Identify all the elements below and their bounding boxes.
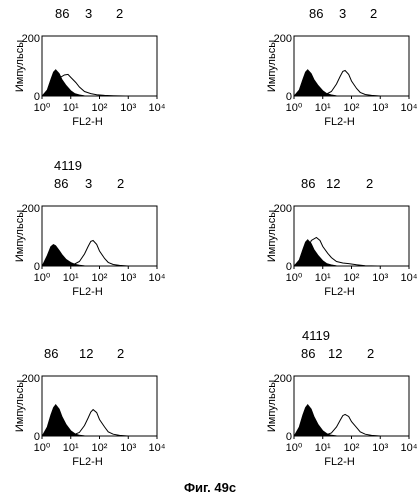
x-tick-label: 10⁴ — [401, 272, 418, 284]
x-tick-label: 10² — [92, 442, 108, 454]
header-value-1: 86 — [301, 176, 316, 191]
x-tick-label: 10⁴ — [149, 442, 166, 454]
histogram-outline-series — [70, 239, 129, 267]
x-tick-label: 10³ — [372, 442, 388, 454]
y-axis-label: Импульсы — [266, 210, 278, 262]
figure-caption: Фиг. 49c — [183, 480, 237, 495]
histogram-panel-4: 86 12 2 0 200 10⁰ 10¹ 10² 10³ 10⁴ Импульсы FL2-H — [264, 176, 418, 298]
x-tick-label: 10² — [92, 272, 108, 284]
x-tick-label: 10² — [344, 442, 360, 454]
y-tick-label: 0 — [34, 431, 40, 443]
y-tick-label: 200 — [274, 373, 292, 385]
x-axis-label: FL2-H — [72, 286, 103, 298]
y-axis-label: Импульсы — [266, 380, 278, 432]
x-tick-label: 10⁴ — [401, 102, 418, 114]
header-value-3: 2 — [367, 346, 375, 361]
x-tick-label: 10¹ — [315, 442, 331, 454]
header-value-1: 86 — [301, 346, 316, 361]
y-tick-label: 0 — [34, 91, 40, 103]
x-tick-label: 10¹ — [315, 102, 331, 114]
histogram-plot: 0 200 10⁰ 10¹ 10² 10³ 10⁴ Импульсы FL2-H — [14, 33, 166, 128]
x-tick-label: 10⁰ — [34, 442, 51, 454]
y-tick-label: 200 — [274, 203, 292, 215]
header-value-2: 3 — [85, 176, 93, 191]
histogram-outline-series — [293, 236, 378, 267]
y-tick-label: 0 — [286, 261, 292, 273]
histogram-panel-2: 86 3 2 0 200 10⁰ 10¹ 10² 10³ 10⁴ Импульсы FL2-H — [264, 6, 418, 128]
histogram-plot: 0 200 10⁰ 10¹ 10² 10³ 10⁴ Импульсы FL2-H — [266, 33, 418, 128]
x-tick-label: 10⁰ — [34, 102, 51, 114]
x-tick-label: 10² — [344, 102, 360, 114]
y-tick-label: 0 — [286, 431, 292, 443]
header-value-2: 12 — [326, 176, 341, 191]
x-tick-label: 10¹ — [63, 272, 79, 284]
x-tick-label: 10⁰ — [286, 442, 303, 454]
header-value-1: 86 — [309, 6, 324, 21]
header-value-3: 2 — [117, 176, 125, 191]
header-value-3: 2 — [116, 6, 124, 21]
x-tick-label: 10⁰ — [286, 272, 303, 284]
x-tick-label: 10² — [92, 102, 108, 114]
histogram-panel-5: 86 12 2 0 200 10⁰ 10¹ 10² 10³ 10⁴ Импульсы FL2-H — [12, 346, 166, 468]
y-axis-label: Импульсы — [14, 40, 26, 92]
histogram-filled-series — [293, 239, 343, 267]
header-value-2: 3 — [85, 6, 93, 21]
histogram-panel-6: 4119 86 12 2 0 200 10⁰ 10¹ 10² 10³ 10⁴ Импульсы… — [264, 328, 418, 468]
x-axis-label: FL2-H — [72, 116, 103, 128]
y-tick-label: 200 — [22, 33, 40, 45]
x-tick-label: 10⁴ — [149, 272, 166, 284]
x-tick-label: 10² — [344, 272, 360, 284]
histogram-panel-3: 4119 86 3 2 0 200 10⁰ 10¹ 10² 10³ 10⁴ Импульсы F… — [12, 158, 166, 298]
y-axis-label: Импульсы — [14, 210, 26, 262]
histogram-filled-series — [293, 69, 343, 97]
x-tick-label: 10³ — [372, 272, 388, 284]
header-value-3: 2 — [370, 6, 378, 21]
header-value-1: 86 — [55, 6, 70, 21]
y-tick-label: 200 — [274, 33, 292, 45]
histogram-plot: 0 200 10⁰ 10¹ 10² 10³ 10⁴ Импульсы FL2-H — [14, 373, 166, 468]
x-tick-label: 10³ — [120, 442, 136, 454]
x-axis-label: FL2-H — [72, 456, 103, 468]
x-axis-label: FL2-H — [324, 456, 355, 468]
x-tick-label: 10³ — [372, 102, 388, 114]
histogram-outline-series — [322, 413, 381, 437]
header-value-2: 3 — [339, 6, 347, 21]
histogram-outline-series — [41, 73, 126, 97]
y-tick-label: 0 — [34, 261, 40, 273]
histogram-panel-1: 86 3 2 0 200 10⁰ 10¹ 10² 10³ 10⁴ Импульсы FL2-H — [12, 6, 166, 128]
x-axis-label: FL2-H — [324, 286, 355, 298]
header-value-1: 86 — [54, 176, 69, 191]
x-tick-label: 10¹ — [63, 442, 79, 454]
histogram-filled-series — [293, 404, 343, 437]
y-tick-label: 0 — [286, 91, 292, 103]
y-tick-label: 200 — [22, 373, 40, 385]
x-tick-label: 10⁴ — [149, 102, 166, 114]
panel-title: 4119 — [54, 158, 82, 173]
y-tick-label: 200 — [22, 203, 40, 215]
x-tick-label: 10³ — [120, 272, 136, 284]
histogram-plot: 0 200 10⁰ 10¹ 10² 10³ 10⁴ Импульсы FL2-H — [266, 373, 418, 468]
x-tick-label: 10⁰ — [34, 272, 51, 284]
header-value-2: 12 — [328, 346, 343, 361]
header-value-2: 12 — [79, 346, 94, 361]
header-value-3: 2 — [366, 176, 374, 191]
header-value-1: 86 — [44, 346, 59, 361]
x-tick-label: 10¹ — [315, 272, 331, 284]
histogram-outline-series — [322, 69, 381, 97]
x-tick-label: 10³ — [120, 102, 136, 114]
histogram-plot: 0 200 10⁰ 10¹ 10² 10³ 10⁴ Импульсы FL2-H — [14, 203, 166, 298]
x-tick-label: 10⁰ — [286, 102, 303, 114]
y-axis-label: Импульсы — [266, 40, 278, 92]
y-axis-label: Импульсы — [14, 380, 26, 432]
histogram-outline-series — [70, 408, 129, 437]
x-tick-label: 10⁴ — [401, 442, 418, 454]
header-value-3: 2 — [117, 346, 125, 361]
histogram-plot: 0 200 10⁰ 10¹ 10² 10³ 10⁴ Импульсы FL2-H — [266, 203, 418, 298]
histogram-filled-series — [41, 404, 91, 437]
x-axis-label: FL2-H — [324, 116, 355, 128]
x-tick-label: 10¹ — [63, 102, 79, 114]
panel-title: 4119 — [302, 328, 330, 343]
